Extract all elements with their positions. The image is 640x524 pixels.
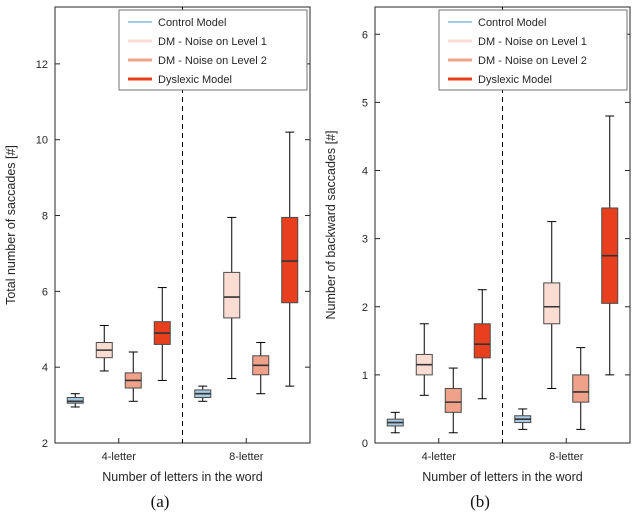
box-group	[194, 385, 212, 402]
x-axis-label: Number of letters in the word	[422, 470, 583, 484]
y-axis-label: Number of backward saccades [#]	[324, 131, 338, 320]
subplot-b-caption: (b)	[470, 492, 490, 511]
box	[281, 216, 299, 304]
y-tick-label: 8	[42, 211, 48, 223]
legend-box	[438, 9, 628, 91]
x-tick-label: 4-letter	[422, 451, 457, 463]
x-tick-label: 8-letter	[549, 451, 584, 463]
y-tick-label: 1	[362, 370, 368, 382]
box	[473, 323, 491, 359]
legend-entry-label: DM - Noise on Level 2	[478, 55, 587, 67]
box-group	[66, 393, 84, 408]
box-group	[415, 323, 433, 396]
box-group	[572, 347, 590, 430]
box-group	[514, 408, 532, 430]
legend-entry-label: Dyslexic Model	[478, 74, 552, 86]
x-tick-label: 8-letter	[229, 451, 264, 463]
subplot-a: 2 4 6 8 10 12 4-letter 8-letter Number of letter…	[4, 6, 311, 511]
box	[223, 271, 241, 319]
legend-entry-label: DM - Noise on Level 2	[158, 55, 267, 67]
y-tick-label: 4	[42, 362, 48, 374]
box-group	[95, 324, 113, 372]
x-axis-label: Number of letters in the word	[102, 470, 263, 484]
y-tick-label: 3	[362, 234, 368, 246]
boxplot-backward-saccades: 0 1 2 3 4 5 6 4-letter 8-letter Number of letters…	[324, 6, 631, 484]
subplot-b: 0 1 2 3 4 5 6 4-letter 8-letter Number of letters…	[320, 0, 640, 524]
y-tick-label: 2	[42, 438, 48, 450]
legend-entry-label: DM - Noise on Level 1	[158, 36, 267, 48]
legend: Control Model DM - Noise on Level 1 DM - N…	[438, 9, 628, 91]
box	[66, 397, 84, 404]
x-tick-label: 4-letter	[102, 451, 137, 463]
legend-entry-label: Dyslexic Model	[158, 74, 232, 86]
legend-entry-label: Control Model	[158, 17, 226, 29]
box-group	[252, 342, 270, 395]
box	[543, 282, 561, 325]
boxplot-total-saccades: 2 4 6 8 10 12 4-letter 8-letter Number of letter…	[4, 6, 311, 484]
box-group	[153, 287, 171, 381]
box-group	[543, 221, 561, 389]
y-tick-label: 6	[42, 286, 48, 298]
box	[572, 374, 590, 403]
legend: Control Model DM - Noise on Level 1 DM - N…	[118, 9, 308, 91]
y-tick-label: 0	[362, 438, 368, 450]
y-tick-label: 2	[362, 302, 368, 314]
legend-box	[118, 9, 308, 91]
y-axis-label: Total number of saccades [#]	[4, 145, 18, 305]
legend-entry-label: DM - Noise on Level 1	[478, 36, 587, 48]
subplot-a-caption: (a)	[150, 492, 170, 511]
box-group	[281, 131, 299, 387]
box-group	[124, 351, 142, 402]
box-group	[223, 216, 241, 380]
y-tick-label: 10	[36, 135, 48, 147]
legend-entry-label: Control Model	[478, 17, 546, 29]
box-group	[473, 289, 491, 400]
y-tick-label: 5	[362, 97, 368, 109]
y-tick-label: 4	[362, 166, 368, 178]
box-group	[601, 115, 619, 376]
box	[444, 388, 462, 413]
y-tick-label: 12	[36, 59, 48, 71]
box-group	[444, 367, 462, 434]
box-group	[386, 411, 404, 434]
y-tick-label: 6	[362, 29, 368, 41]
